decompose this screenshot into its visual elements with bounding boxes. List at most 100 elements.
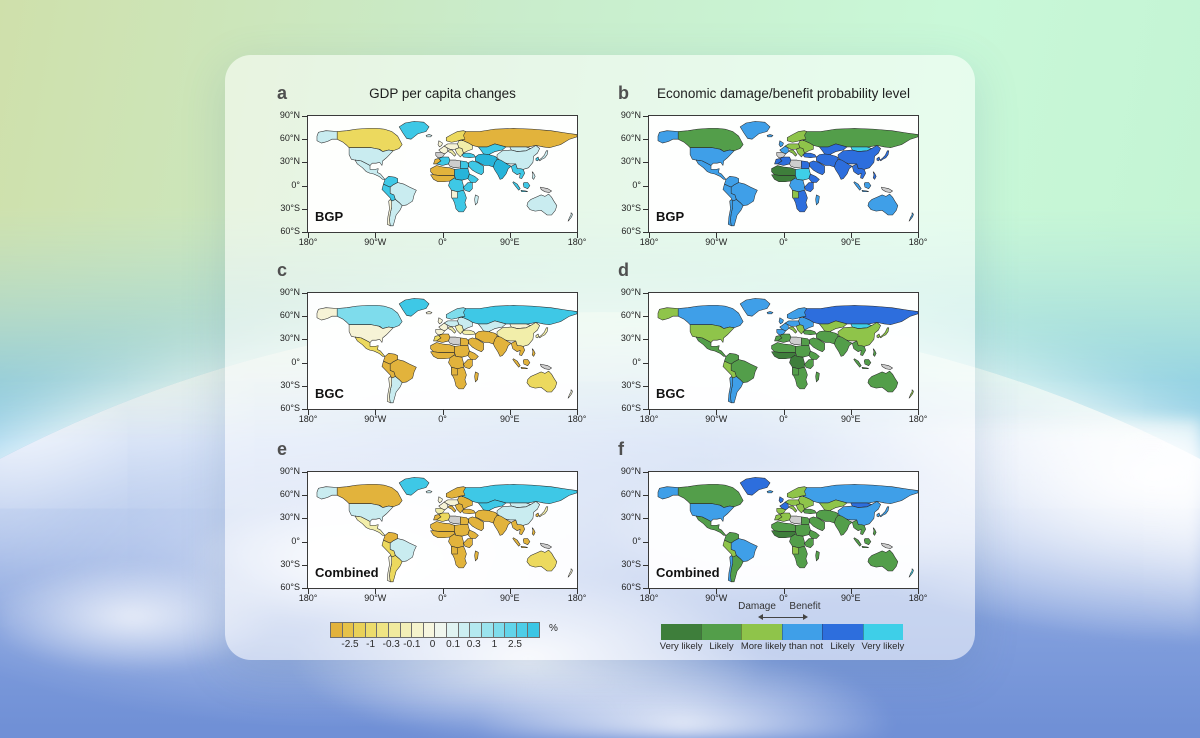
- region-kazakhstan: [819, 143, 848, 155]
- y-tick-label: 90°N: [279, 287, 300, 297]
- region-angola: [451, 545, 458, 555]
- y-tick-label: 30°S: [621, 558, 641, 569]
- damage-label: Damage: [738, 601, 776, 612]
- y-tick-label: 60°S: [621, 582, 641, 592]
- region-horn: [808, 173, 820, 183]
- x-tick-mark: [716, 409, 718, 415]
- region-east_africa: [804, 538, 814, 549]
- y-tick-mark: [302, 541, 308, 543]
- region-central_europe: [784, 499, 801, 506]
- y-tick-label: 30°S: [621, 202, 641, 213]
- prob-colorbar-label: Likely: [709, 641, 734, 652]
- gdp-colorbar-tick-label: -1: [366, 639, 376, 650]
- region-egypt: [801, 160, 810, 169]
- region-saudi: [468, 337, 484, 353]
- map-e: 90°N 60°N 30°N 0° 30°S 60°S 180° 90°W 0° 90°E 180°…: [280, 466, 586, 603]
- panel-model-label-c: BGC: [315, 386, 344, 401]
- region-angola: [792, 366, 799, 376]
- region-chad_sudan: [454, 345, 470, 358]
- region-iceland: [766, 311, 774, 315]
- region-central_africa: [789, 533, 805, 549]
- region-chile: [727, 555, 733, 583]
- region-madagascar: [815, 371, 820, 383]
- y-tick-mark: [643, 293, 649, 294]
- region-saudi: [809, 160, 825, 176]
- map-a: 90°N 60°N 30°N 0° 30°S 60°S 180° 90°W 0° 90°E 180°…: [280, 110, 586, 247]
- region-alaska: [657, 307, 679, 321]
- panel-model-label-b: BGP: [656, 209, 685, 224]
- x-tick-mark: [308, 588, 309, 594]
- gdp-colorbar-tick-label: -2.5: [341, 639, 359, 650]
- y-tick-mark: [643, 588, 649, 589]
- y-tick-mark: [302, 162, 308, 164]
- world-map-f: [657, 477, 918, 583]
- region-mexico: [695, 159, 727, 180]
- region-balkans: [454, 147, 464, 158]
- region-india: [834, 336, 853, 357]
- region-borneo: [522, 359, 531, 366]
- x-tick-label: 90°W: [364, 237, 387, 247]
- y-tick-label: 90°N: [279, 110, 300, 120]
- region-sahel: [430, 342, 455, 353]
- y-tick-label: 30°N: [279, 156, 300, 167]
- region-mexico: [695, 515, 727, 536]
- region-india: [493, 159, 512, 180]
- region-central_africa: [448, 354, 464, 370]
- y-tick-mark: [302, 495, 308, 497]
- region-java: [520, 189, 528, 193]
- region-java: [861, 366, 869, 370]
- region-chad_sudan: [454, 524, 470, 537]
- y-tick-mark: [302, 385, 308, 387]
- region-india: [493, 336, 512, 357]
- region-egypt: [801, 516, 810, 525]
- region-iceland: [425, 490, 433, 494]
- region-italy: [789, 149, 798, 157]
- region-usa: [348, 324, 394, 343]
- region-borneo: [863, 182, 872, 189]
- benefit-label: Benefit: [789, 601, 821, 612]
- region-russia: [460, 128, 577, 148]
- x-tick-mark: [577, 232, 578, 238]
- region-uk: [778, 317, 784, 325]
- panel-letter-a: a: [277, 83, 288, 103]
- region-china: [837, 322, 881, 347]
- x-tick-mark: [850, 409, 852, 415]
- region-new_zealand: [908, 212, 914, 222]
- gdp-colorbar-tick-label: 2.5: [508, 639, 522, 650]
- region-sahel: [771, 165, 796, 176]
- region-east_africa: [804, 182, 814, 193]
- prob-colorbar-segment: [862, 624, 903, 640]
- region-horn: [467, 173, 479, 183]
- map-d: 90°N 60°N 30°N 0° 30°S 60°S 180° 90°W 0° 90°E 180°…: [621, 287, 927, 424]
- x-tick-label: 180°: [639, 237, 659, 247]
- region-greenland: [398, 298, 430, 317]
- prob-colorbar-segment: [781, 624, 822, 640]
- region-se_asia: [510, 340, 525, 356]
- region-new_guinea: [881, 542, 893, 549]
- region-australia: [867, 549, 899, 572]
- region-australia: [867, 370, 899, 393]
- region-sumatra: [853, 181, 862, 191]
- x-tick-label: 90°E: [840, 237, 861, 247]
- y-tick-label: 30°N: [620, 156, 641, 167]
- region-turkey: [802, 329, 817, 336]
- damage-benefit-arrow: [758, 614, 808, 621]
- prob-colorbar-segment: [700, 624, 741, 640]
- x-tick-mark: [783, 232, 785, 238]
- panel-letter-f: f: [618, 439, 624, 459]
- y-tick-mark: [302, 139, 308, 141]
- region-australia: [867, 193, 899, 216]
- panel-letter-b: b: [618, 83, 629, 103]
- panel-title-a: GDP per capita changes: [369, 86, 516, 101]
- region-china: [496, 501, 540, 526]
- y-tick-mark: [643, 316, 649, 318]
- region-new_guinea: [540, 186, 552, 193]
- x-tick-mark: [509, 232, 511, 238]
- region-russia: [460, 484, 577, 504]
- map-c: 90°N 60°N 30°N 0° 30°S 60°S 180° 90°W 0° 90°E 180°…: [280, 287, 586, 424]
- region-new_zealand: [567, 568, 573, 578]
- y-tick-label: 0°: [632, 356, 641, 367]
- y-tick-mark: [643, 362, 649, 364]
- region-alaska: [316, 486, 338, 500]
- panel-title-b: Economic damage/benefit probability leve…: [657, 86, 910, 101]
